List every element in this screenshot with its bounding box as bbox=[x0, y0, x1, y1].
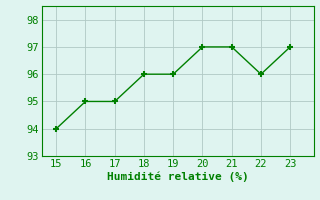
X-axis label: Humidité relative (%): Humidité relative (%) bbox=[107, 172, 248, 182]
